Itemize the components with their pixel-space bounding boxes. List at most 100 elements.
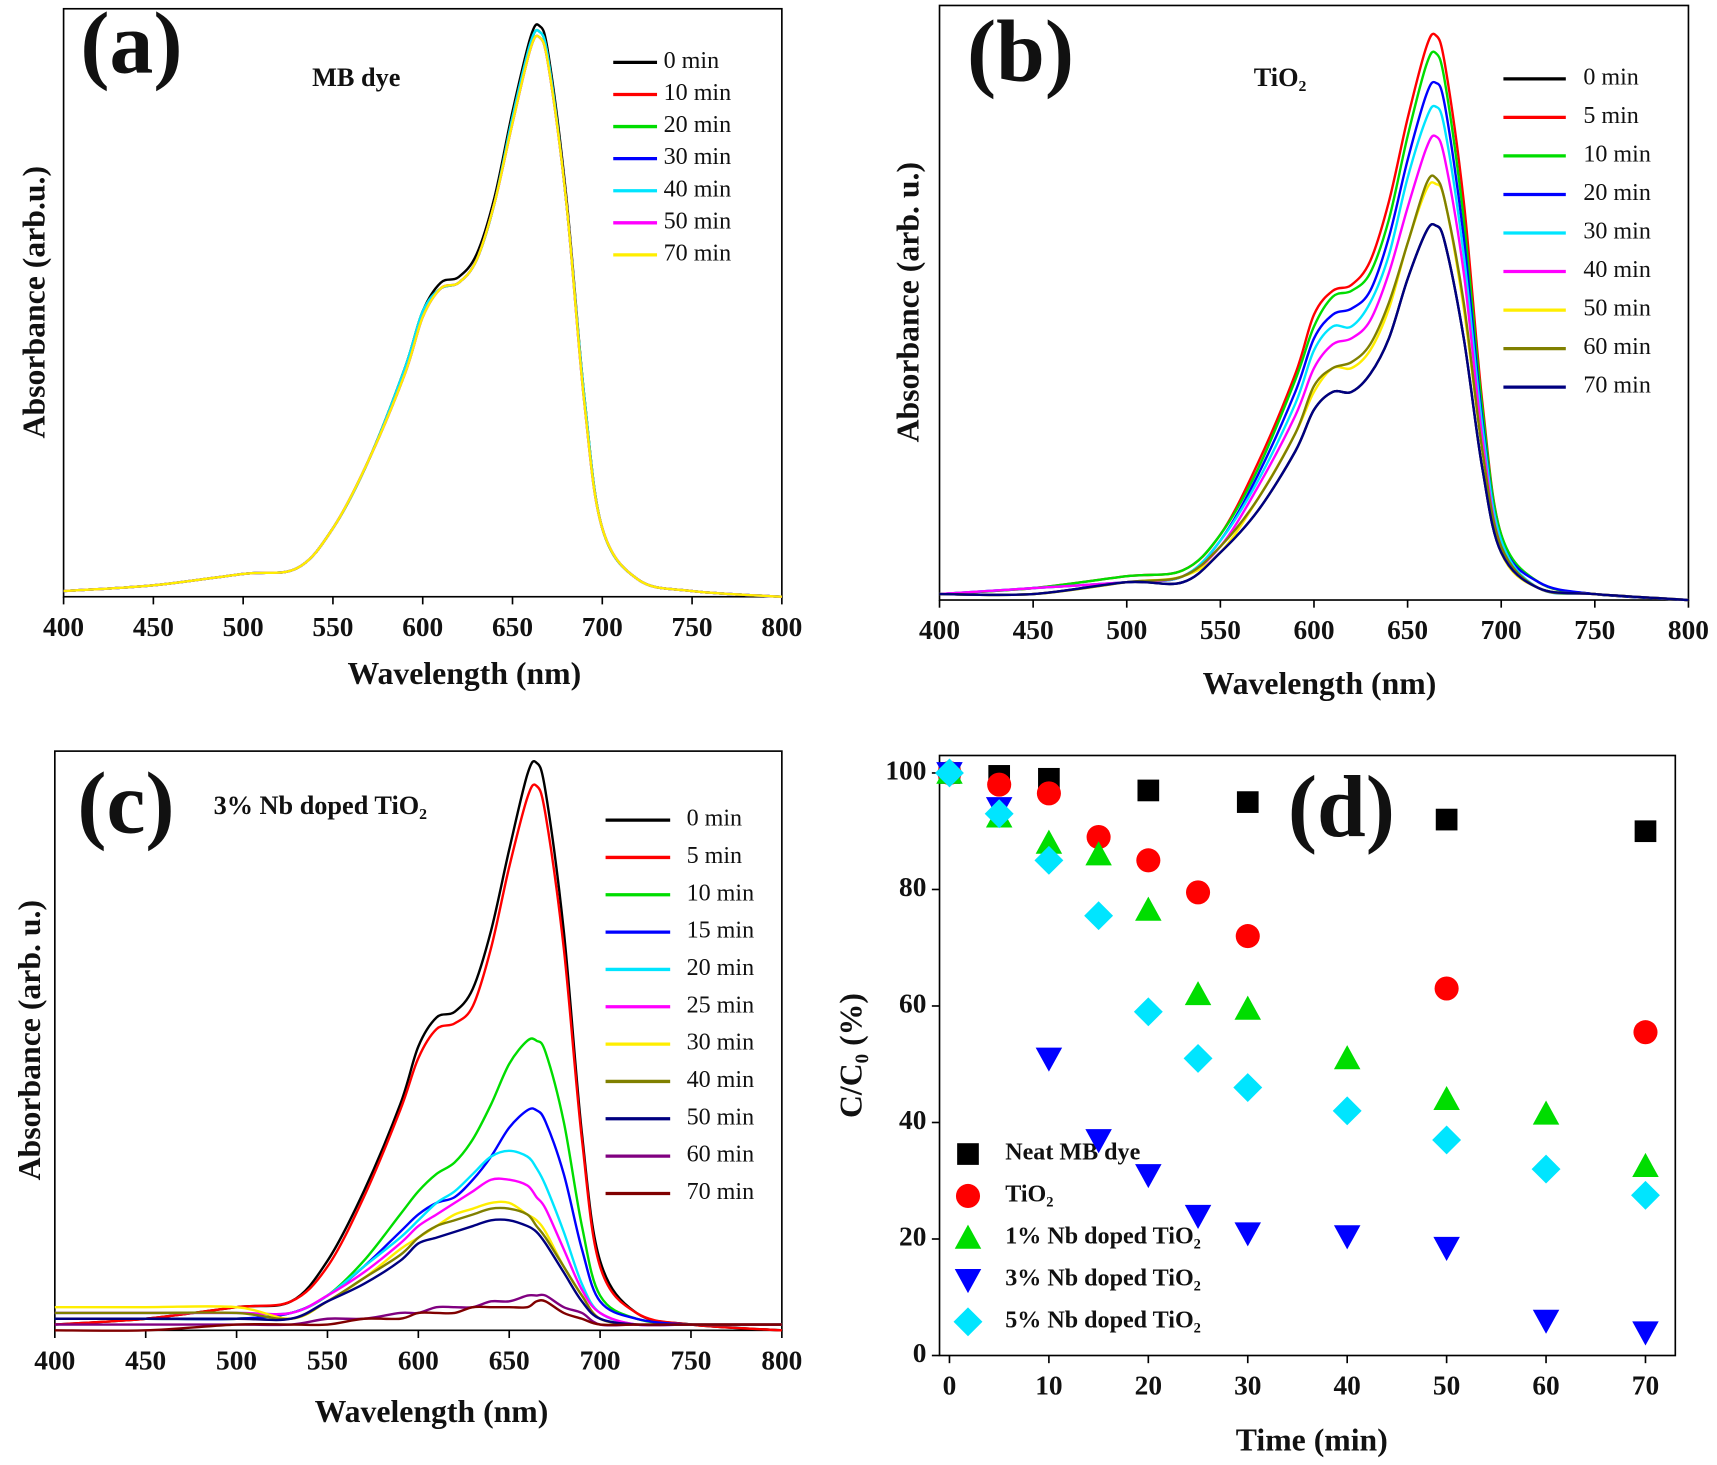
data-point — [1035, 1047, 1063, 1072]
x-tick-label: 800 — [761, 1345, 802, 1375]
data-point — [1435, 808, 1458, 831]
data-point — [1084, 901, 1114, 931]
data-point — [1631, 1180, 1660, 1210]
x-tick-label: 400 — [34, 1345, 75, 1375]
y-tick-label: 0 — [913, 1338, 927, 1368]
data-point — [1035, 829, 1063, 854]
x-tick-label: 700 — [582, 612, 623, 642]
legend-label: 70 min — [664, 240, 732, 266]
x-tick-label: 500 — [216, 1345, 257, 1375]
x-axis-title: Time (min) — [1236, 1422, 1388, 1457]
spectrum-line — [939, 50, 1689, 602]
x-tick-label: 40 — [1334, 1371, 1361, 1401]
data-point — [1235, 924, 1260, 949]
legend-label: 1% Nb doped TiO₂ — [1005, 1223, 1201, 1249]
legend-label: 50 min — [1583, 296, 1651, 322]
x-tick-label: 550 — [307, 1345, 348, 1375]
legend-label: 60 min — [687, 1142, 755, 1168]
legend-label: 50 min — [664, 208, 732, 234]
data-point — [1333, 1045, 1361, 1070]
x-tick-label: 500 — [1106, 615, 1147, 645]
panel-label: (c) — [77, 755, 174, 852]
annotation: TiO₂ — [1254, 63, 1307, 92]
x-tick-label: 400 — [43, 612, 84, 642]
data-point — [1531, 1154, 1561, 1184]
legend-label: 40 min — [664, 176, 732, 202]
legend-label: 60 min — [1583, 334, 1651, 360]
legend-label: 20 min — [1583, 180, 1651, 206]
spectrum-line — [939, 222, 1689, 602]
spectrum-line — [54, 1293, 782, 1327]
x-tick-label: 600 — [398, 1345, 439, 1375]
x-tick-label: 550 — [1200, 615, 1241, 645]
y-tick-label: 100 — [885, 755, 926, 785]
spectrum-line — [54, 1299, 782, 1332]
data-point — [1433, 1085, 1460, 1111]
x-tick-label: 20 — [1135, 1371, 1162, 1401]
data-point — [1036, 781, 1061, 806]
data-point — [1135, 896, 1162, 921]
legend-label: 0 min — [687, 806, 743, 832]
legend-label: 70 min — [687, 1179, 755, 1205]
legend-label: 15 min — [687, 918, 755, 944]
x-axis-title: Wavelength (nm) — [347, 656, 581, 691]
x-tick-label: 30 — [1234, 1371, 1261, 1401]
data-point — [1434, 976, 1459, 1001]
data-point — [1433, 1236, 1460, 1261]
x-tick-label: 450 — [133, 612, 174, 642]
data-point — [1136, 848, 1161, 873]
legend-label: 40 min — [1583, 257, 1651, 283]
spectrum-line — [54, 783, 782, 1332]
data-point — [1086, 825, 1111, 850]
x-tick-label: 500 — [223, 612, 264, 642]
legend-label: 0 min — [1583, 64, 1639, 90]
data-point — [1333, 1225, 1361, 1250]
x-tick-label: 750 — [672, 612, 713, 642]
data-point — [1135, 1164, 1162, 1189]
y-axis-title: C/C₀ (%) — [833, 993, 868, 1118]
spectrum-line — [54, 1177, 782, 1327]
data-point — [1233, 1073, 1263, 1102]
panel-label: (b) — [967, 2, 1074, 99]
spectrum-line — [939, 32, 1689, 602]
legend-label: 50 min — [687, 1104, 755, 1130]
data-point — [1234, 1222, 1262, 1247]
data-point — [1532, 1309, 1560, 1334]
legend-label: 40 min — [687, 1067, 755, 1093]
data-point — [987, 772, 1012, 797]
legend-label: 0 min — [664, 48, 720, 74]
x-tick-label: 0 — [943, 1371, 957, 1401]
x-tick-label: 600 — [1293, 615, 1334, 645]
data-point — [1632, 1321, 1659, 1346]
legend-label: 5 min — [687, 843, 743, 869]
x-axis-title: Wavelength (nm) — [315, 1394, 549, 1429]
legend-label: 10 min — [664, 80, 732, 106]
annotation: 3% Nb doped TiO₂ — [214, 791, 428, 820]
data-point — [1183, 1043, 1213, 1073]
y-axis-title: Absorbance (arb. u.) — [890, 162, 925, 442]
x-tick-label: 650 — [492, 612, 533, 642]
x-tick-label: 600 — [402, 612, 443, 642]
x-tick-label: 700 — [580, 1345, 621, 1375]
legend-marker — [953, 1307, 983, 1337]
legend-label: 25 min — [687, 992, 755, 1018]
data-point — [1633, 1020, 1658, 1045]
y-axis-title: Absorbance (arb.u.) — [17, 166, 52, 439]
x-tick-label: 50 — [1433, 1371, 1460, 1401]
spectrum-line — [54, 1037, 782, 1327]
legend-marker — [955, 1183, 981, 1209]
legend-label: 20 min — [664, 112, 732, 138]
x-tick-label: 800 — [1668, 615, 1709, 645]
x-tick-label: 700 — [1481, 615, 1522, 645]
spectrum-line — [54, 1107, 782, 1327]
x-tick-label: 60 — [1532, 1371, 1559, 1401]
legend-label: TiO₂ — [1005, 1182, 1053, 1208]
data-point — [1184, 981, 1212, 1006]
x-tick-label: 400 — [919, 615, 960, 645]
data-point — [1236, 791, 1259, 813]
legend-label: 5 min — [1583, 103, 1639, 129]
spectrum-line — [54, 1218, 782, 1327]
legend-label: 3% Nb doped TiO₂ — [1005, 1265, 1201, 1291]
legend-label: 30 min — [687, 1030, 755, 1056]
legend-label: 10 min — [1583, 141, 1651, 167]
